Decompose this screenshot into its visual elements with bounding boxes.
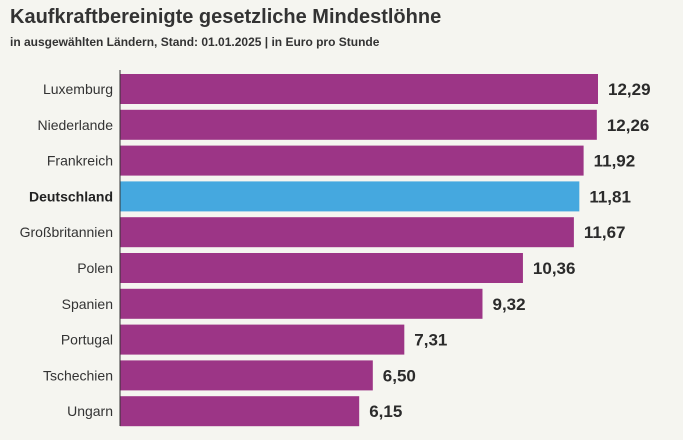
- bar-polen: [120, 253, 523, 283]
- value-label-deutschland: 11,81: [589, 187, 631, 206]
- bar-spanien: [120, 288, 483, 319]
- bar-grossbritannien: [120, 217, 574, 248]
- bar-portugal: [120, 324, 405, 355]
- category-label-spanien: Spanien: [62, 296, 113, 312]
- category-label-frankreich: Frankreich: [47, 153, 113, 169]
- category-label-ungarn: Ungarn: [67, 403, 113, 419]
- category-label-niederlande: Niederlande: [38, 117, 114, 133]
- value-label-grossbritannien: 11,67: [584, 223, 626, 242]
- category-label-portugal: Portugal: [61, 332, 113, 348]
- bar-tschechien: [120, 360, 373, 391]
- category-label-grossbritannien: Großbritannien: [20, 224, 113, 240]
- chart-subtitle: in ausgewählten Ländern, Stand: 01.01.20…: [10, 35, 380, 49]
- bar-deutschland: [120, 181, 580, 212]
- category-label-deutschland: Deutschland: [29, 188, 113, 204]
- value-label-tschechien: 6,50: [383, 366, 416, 385]
- value-label-niederlande: 12,26: [607, 116, 650, 135]
- value-label-spanien: 9,32: [492, 295, 525, 314]
- bar-frankreich: [120, 145, 584, 176]
- value-label-frankreich: 11,92: [594, 152, 636, 171]
- value-label-portugal: 7,31: [414, 331, 447, 350]
- category-label-luxemburg: Luxemburg: [43, 81, 113, 97]
- value-label-polen: 10,36: [533, 259, 576, 278]
- category-label-polen: Polen: [77, 260, 113, 276]
- value-label-ungarn: 6,15: [369, 402, 402, 421]
- bar-ungarn: [120, 396, 360, 427]
- value-label-luxemburg: 12,29: [608, 80, 651, 99]
- bar-luxemburg: [120, 74, 598, 104]
- bar-niederlande: [120, 109, 597, 140]
- category-label-tschechien: Tschechien: [43, 367, 113, 383]
- chart-title: Kaufkraftbereinigte gesetzliche Mindestl…: [10, 6, 442, 28]
